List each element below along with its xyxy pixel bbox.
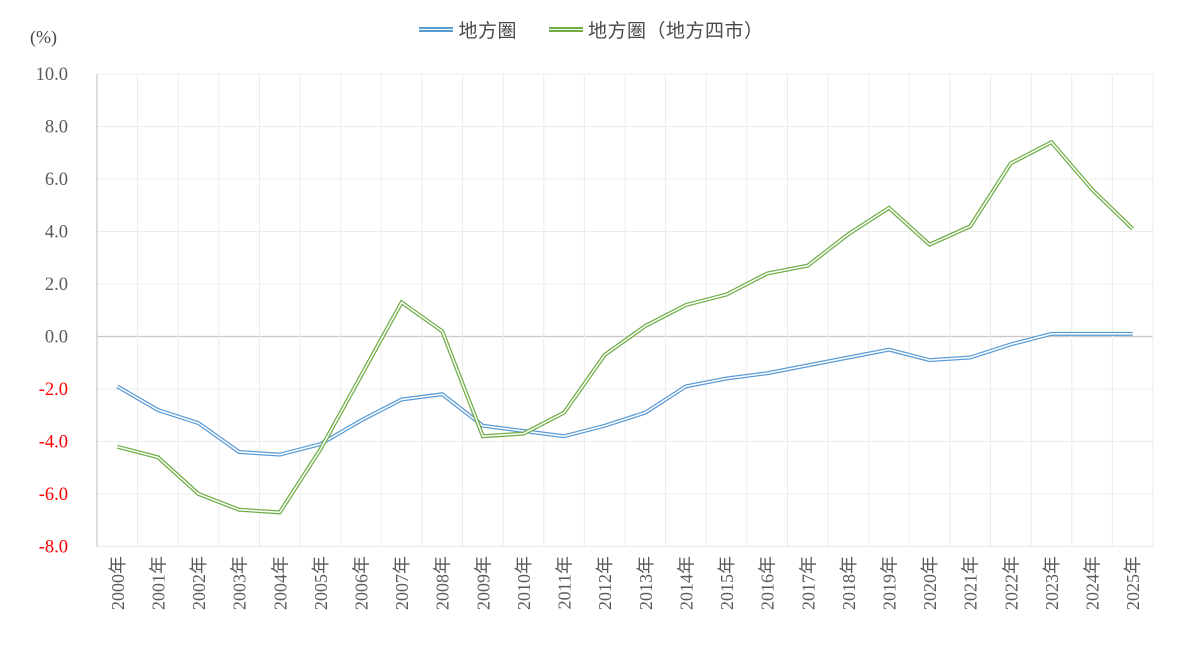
legend-item-chihou-yonshi[interactable]: 地方圏（地方四市） xyxy=(549,16,764,43)
x-tick-label: 2015年 xyxy=(717,556,737,610)
y-tick-label: 2.0 xyxy=(45,275,68,295)
x-tick-label: 2000年 xyxy=(108,556,128,610)
y-tick-label: 10.0 xyxy=(36,65,68,85)
x-tick-label: 2011年 xyxy=(555,556,575,609)
x-tick-label: 2024年 xyxy=(1083,556,1103,610)
x-tick-label: 2022年 xyxy=(1001,556,1021,610)
x-tick-label: 2012年 xyxy=(595,556,615,610)
x-tick-label: 2014年 xyxy=(676,556,696,610)
legend-label-chihou-yonshi: 地方圏（地方四市） xyxy=(588,21,764,42)
y-tick-label: -2.0 xyxy=(39,380,68,400)
y-tick-label: 4.0 xyxy=(45,223,68,243)
legend-line-marker-chihoken xyxy=(419,27,454,32)
series-line-core-1 xyxy=(117,141,1134,514)
x-tick-label: 2003年 xyxy=(230,556,250,610)
x-tick-label: 2005年 xyxy=(311,556,331,610)
x-tick-label: 2009年 xyxy=(473,556,493,610)
legend-item-chihoken[interactable]: 地方圏 xyxy=(419,16,517,43)
x-tick-label: 2021年 xyxy=(961,556,981,610)
y-tick-label: -6.0 xyxy=(39,485,68,505)
x-tick-label: 2001年 xyxy=(148,556,168,610)
x-tick-label: 2008年 xyxy=(433,556,453,610)
x-tick-label: 2017年 xyxy=(798,556,818,610)
y-tick-label: -4.0 xyxy=(39,433,68,453)
series-line-core-0 xyxy=(116,333,1133,456)
x-tick-label: 2025年 xyxy=(1123,556,1143,610)
x-tick-label: 2016年 xyxy=(758,556,778,610)
x-tick-label: 2002年 xyxy=(189,556,209,610)
legend-line-marker-chihou-yonshi xyxy=(549,27,583,32)
x-tick-label: 2006年 xyxy=(352,556,372,610)
x-tick-label: 2019年 xyxy=(880,556,900,610)
x-tick-label: 2020年 xyxy=(920,556,940,610)
y-tick-label: 8.0 xyxy=(45,118,68,138)
x-tick-label: 2007年 xyxy=(392,556,412,610)
y-tick-label: 6.0 xyxy=(45,170,68,190)
x-tick-label: 2018年 xyxy=(839,556,859,610)
x-tick-label: 2004年 xyxy=(270,556,290,610)
x-tick-label: 2010年 xyxy=(514,556,534,610)
x-tick-label: 2023年 xyxy=(1042,556,1062,610)
legend-label-chihoken: 地方圏 xyxy=(458,21,517,42)
y-axis-unit-label: (%) xyxy=(30,27,57,47)
y-tick-label: 0.0 xyxy=(45,328,68,348)
y-tick-label: -8.0 xyxy=(39,538,68,558)
legend: 地方圏 地方圏（地方四市） xyxy=(0,16,1183,43)
x-tick-label: 2013年 xyxy=(636,556,656,610)
